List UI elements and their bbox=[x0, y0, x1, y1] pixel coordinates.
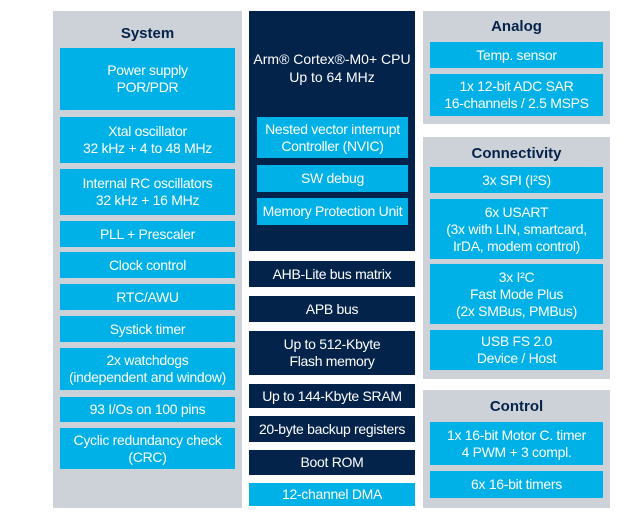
core-item: SW debug bbox=[257, 165, 408, 192]
control-item: 1x 16-bit Motor C. timer 4 PWM + 3 compl… bbox=[430, 422, 603, 465]
connectivity-item: 6x USART (3x with LIN, smartcard, IrDA, … bbox=[430, 199, 603, 259]
analog-item: Temp. sensor bbox=[430, 42, 603, 68]
connectivity-item: 3x SPI (I²S) bbox=[430, 167, 603, 193]
connectivity-item: USB FS 2.0 Device / Host bbox=[430, 330, 603, 370]
connectivity-item: 3x I²C Fast Mode Plus (2x SMBus, PMBus) bbox=[430, 264, 603, 324]
system-item: Power supply POR/PDR bbox=[60, 48, 235, 110]
bus-item: APB bus bbox=[249, 296, 415, 322]
system-item: RTC/AWU bbox=[60, 284, 235, 310]
bus-item: Up to 144-Kbyte SRAM bbox=[249, 384, 415, 408]
cpu-label: Arm® Cortex®-M0+ CPU Up to 64 MHz bbox=[253, 51, 411, 85]
analog-item: 1x 12-bit ADC SAR 16-channels / 2.5 MSPS bbox=[430, 74, 603, 116]
system-title: System bbox=[120, 25, 175, 42]
core-item: Memory Protection Unit bbox=[257, 198, 408, 225]
system-item: Systick timer bbox=[60, 316, 235, 342]
system-item: Cyclic redundancy check (CRC) bbox=[60, 428, 235, 469]
bus-item: Up to 512-Kbyte Flash memory bbox=[249, 331, 415, 375]
system-item: Clock control bbox=[60, 252, 235, 278]
core-item: Nested vector interrupt Controller (NVIC… bbox=[257, 117, 408, 158]
system-item: Xtal oscillator 32 kHz + 4 to 48 MHz bbox=[60, 117, 235, 163]
control-title: Control bbox=[489, 398, 544, 415]
control-item: 6x 16-bit timers bbox=[430, 471, 603, 498]
bus-item: 12-channel DMA bbox=[249, 483, 415, 506]
system-item: PLL + Prescaler bbox=[60, 221, 235, 247]
bus-item: Boot ROM bbox=[249, 450, 415, 475]
bus-item: 20-byte backup registers bbox=[249, 416, 415, 442]
connectivity-title: Connectivity bbox=[471, 145, 562, 162]
system-item: 93 I/Os on 100 pins bbox=[60, 397, 235, 422]
analog-title: Analog bbox=[491, 18, 542, 35]
system-item: 2x watchdogs (independent and window) bbox=[60, 348, 235, 390]
bus-item: AHB-Lite bus matrix bbox=[249, 261, 415, 287]
system-item: Internal RC oscillators 32 kHz + 16 MHz bbox=[60, 169, 235, 215]
